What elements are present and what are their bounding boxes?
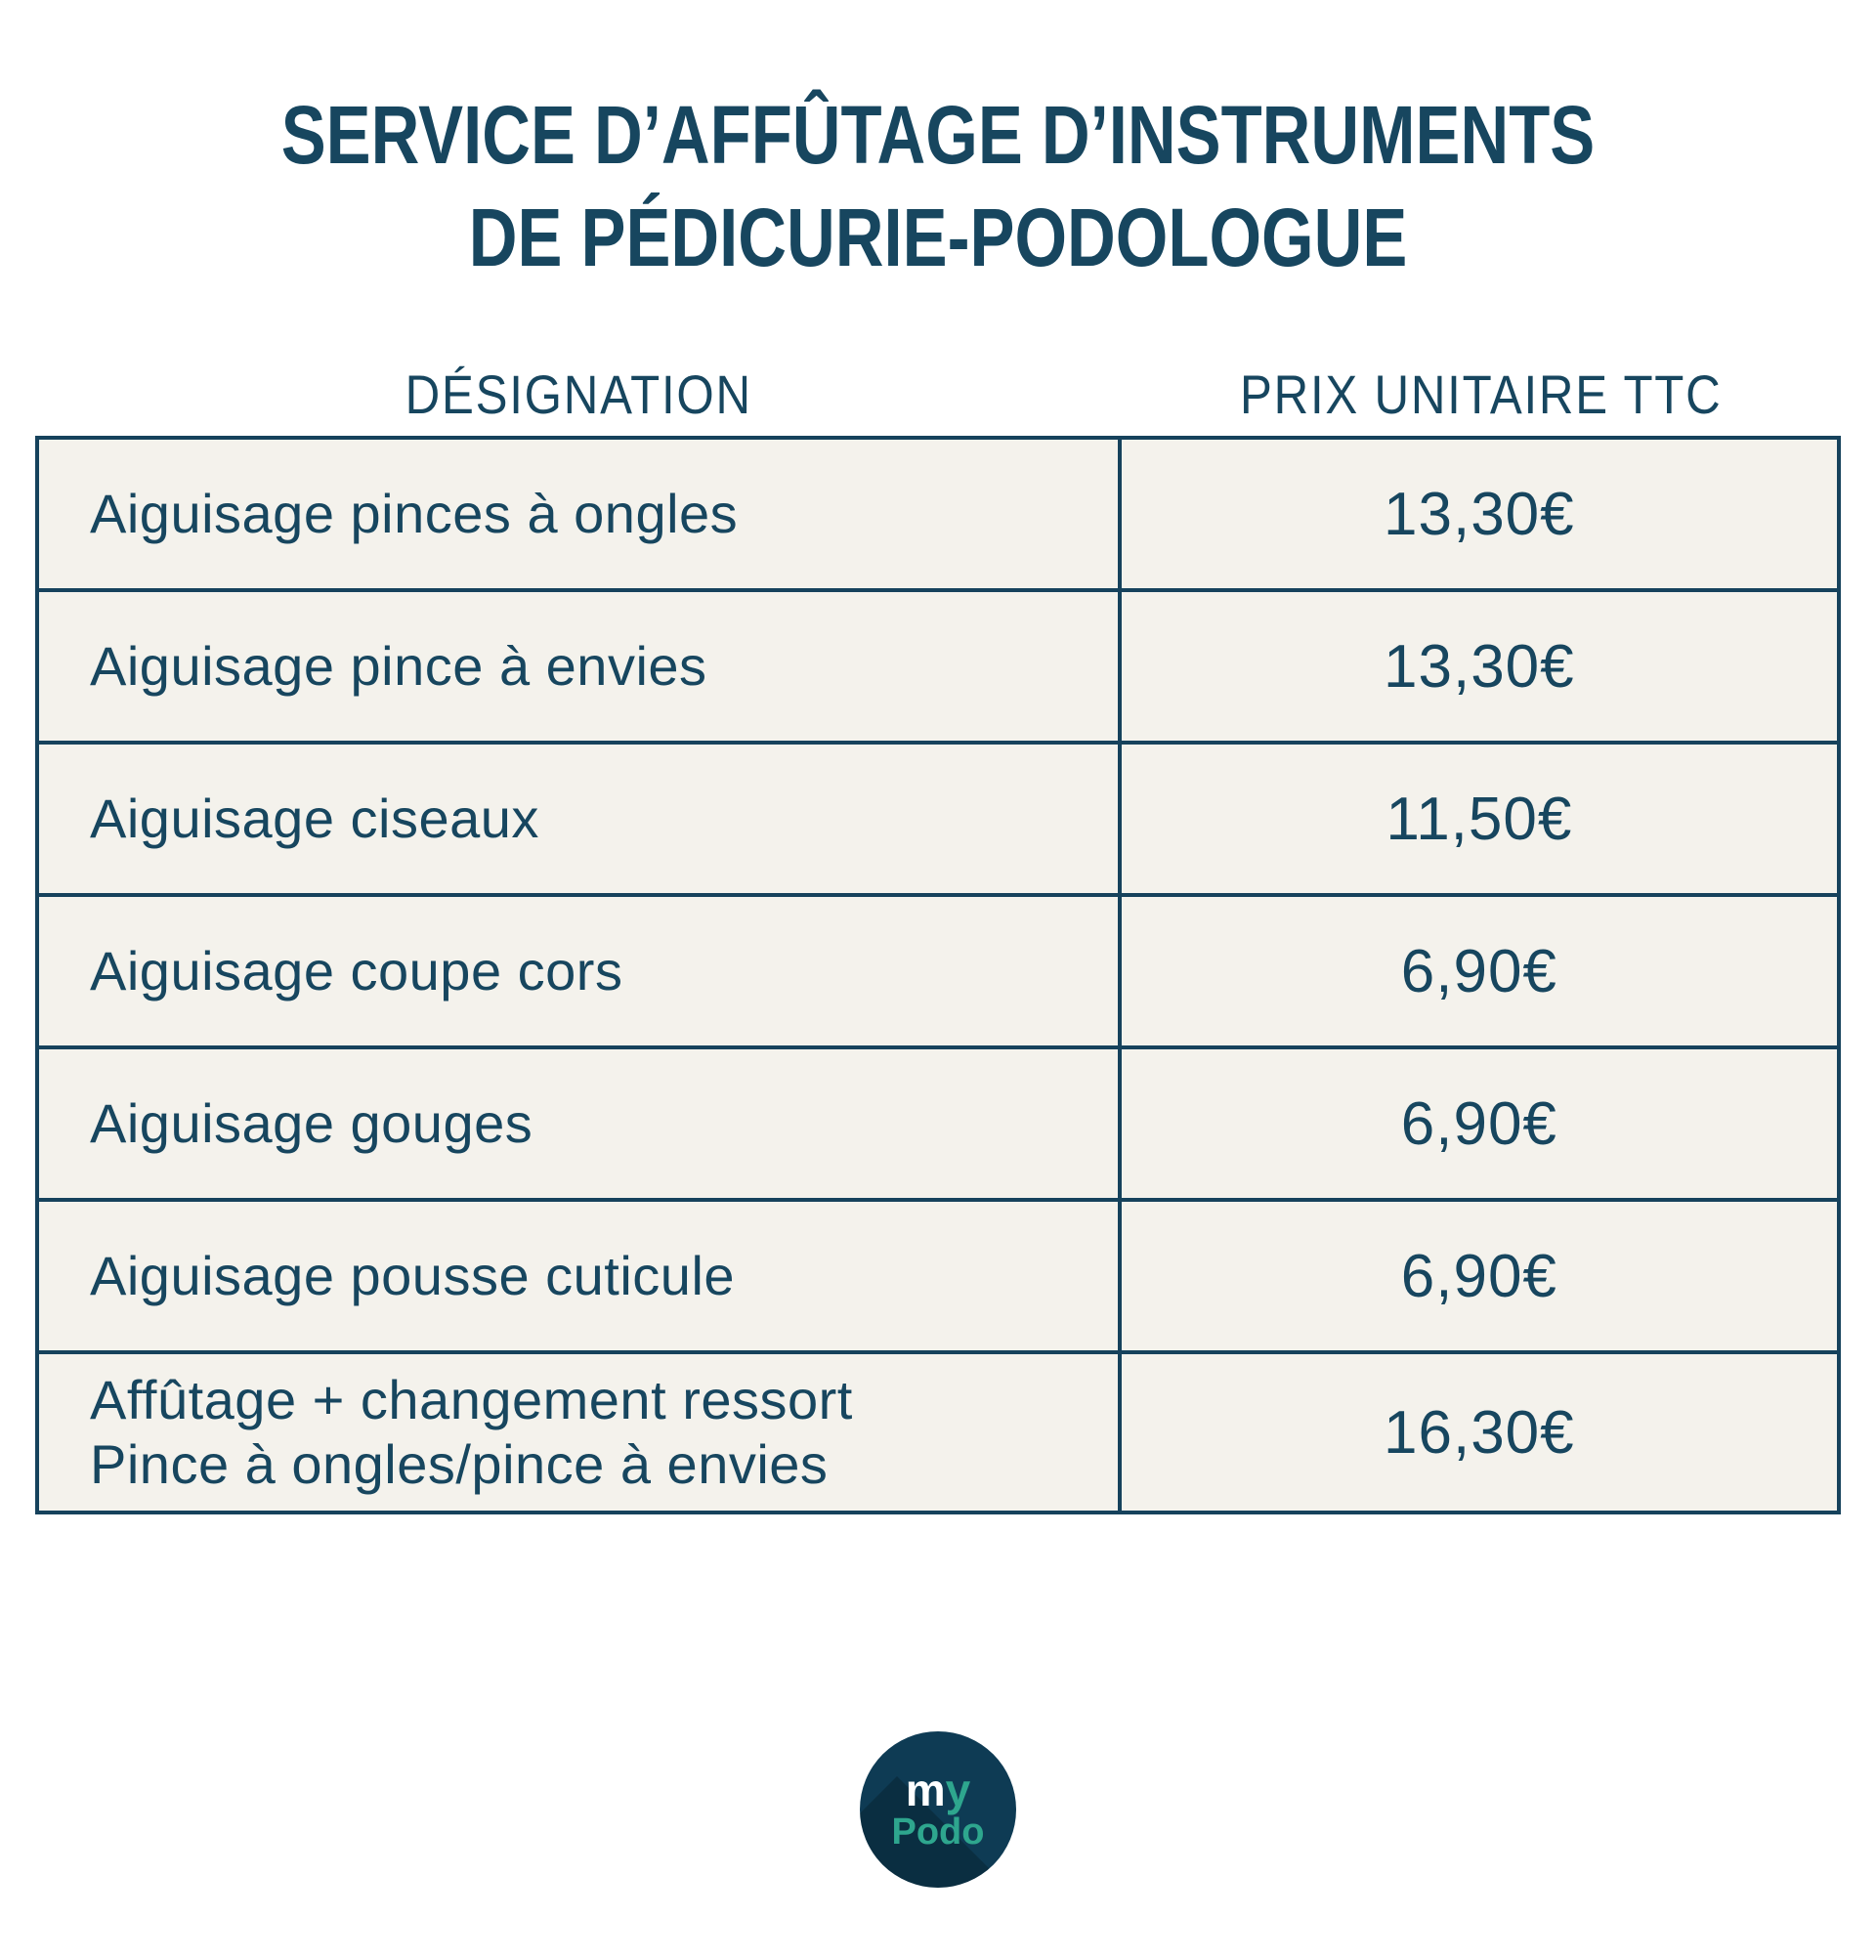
- table-row: Aiguisage coupe cors 6,90€: [39, 897, 1837, 1049]
- price-cell: 6,90€: [1400, 1242, 1557, 1310]
- mypodo-logo: my Podo: [860, 1731, 1016, 1888]
- table-row: Aiguisage pince à envies 13,30€: [39, 592, 1837, 745]
- price-sheet: { "title": { "line1": "SERVICE D’AFFÛTAG…: [0, 84, 1876, 1960]
- page-title-line1: SERVICE D’AFFÛTAGE D’INSTRUMENTS: [280, 89, 1596, 181]
- table-row: Aiguisage pousse cuticule 6,90€: [39, 1202, 1837, 1354]
- price-cell: 11,50€: [1386, 785, 1573, 853]
- table-row: Affûtage + changement ressort Pince à on…: [39, 1354, 1837, 1511]
- price-table: Aiguisage pinces à ongles 13,30€ Aiguisa…: [35, 436, 1841, 1514]
- designation-cell: Aiguisage coupe cors: [39, 897, 1122, 1045]
- designation-cell: Aiguisage gouges: [39, 1049, 1122, 1198]
- column-header-price: PRIX UNITAIRE TTC: [1240, 363, 1724, 425]
- logo-my-m: m: [905, 1764, 946, 1815]
- page-title-line2: DE PÉDICURIE-PODOLOGUE: [468, 192, 1408, 283]
- designation-cell: Aiguisage pinces à ongles: [39, 440, 1122, 588]
- footer: my Podo: [0, 1731, 1876, 1888]
- page-title: SERVICE D’AFFÛTAGE D’INSTRUMENTS DE PÉDI…: [169, 84, 1707, 289]
- price-cell: 6,90€: [1400, 937, 1557, 1005]
- table-row: Aiguisage pinces à ongles 13,30€: [39, 440, 1837, 592]
- logo-text-my: my: [906, 1767, 971, 1813]
- price-cell: 13,30€: [1384, 632, 1575, 701]
- price-cell: 16,30€: [1384, 1398, 1575, 1467]
- price-cell: 6,90€: [1400, 1089, 1557, 1158]
- price-cell: 13,30€: [1384, 480, 1575, 548]
- logo-text-podo: Podo: [891, 1811, 985, 1853]
- logo-my-y: y: [945, 1764, 971, 1815]
- designation-cell: Aiguisage pince à envies: [39, 592, 1122, 741]
- table-row: Aiguisage ciseaux 11,50€: [39, 745, 1837, 897]
- designation-cell: Affûtage + changement ressort Pince à on…: [39, 1354, 1122, 1511]
- designation-cell: Aiguisage pousse cuticule: [39, 1202, 1122, 1350]
- table-column-headers: DÉSIGNATION PRIX UNITAIRE TTC: [35, 352, 1841, 436]
- designation-cell: Aiguisage ciseaux: [39, 745, 1122, 893]
- column-header-designation: DÉSIGNATION: [405, 363, 752, 425]
- table-row: Aiguisage gouges 6,90€: [39, 1049, 1837, 1202]
